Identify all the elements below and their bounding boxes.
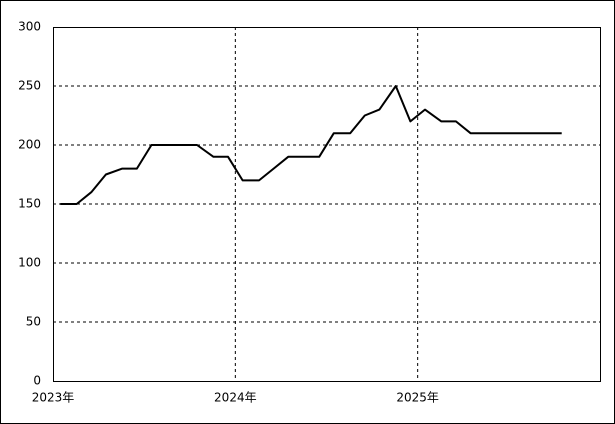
- y-tick-label: 50: [26, 315, 41, 329]
- y-tick-label: 300: [18, 20, 41, 34]
- x-tick-label: 2024年: [214, 391, 257, 405]
- y-tick-label: 200: [18, 138, 41, 152]
- y-tick-label: 250: [18, 79, 41, 93]
- x-tick-label: 2025年: [396, 391, 439, 405]
- plot-frame: [53, 27, 601, 382]
- y-tick-label: 150: [18, 197, 41, 211]
- data-line: [60, 85, 562, 205]
- x-tick-label: 2023年: [32, 391, 75, 405]
- y-tick-label: 100: [18, 256, 41, 270]
- y-tick-label: 0: [33, 374, 41, 388]
